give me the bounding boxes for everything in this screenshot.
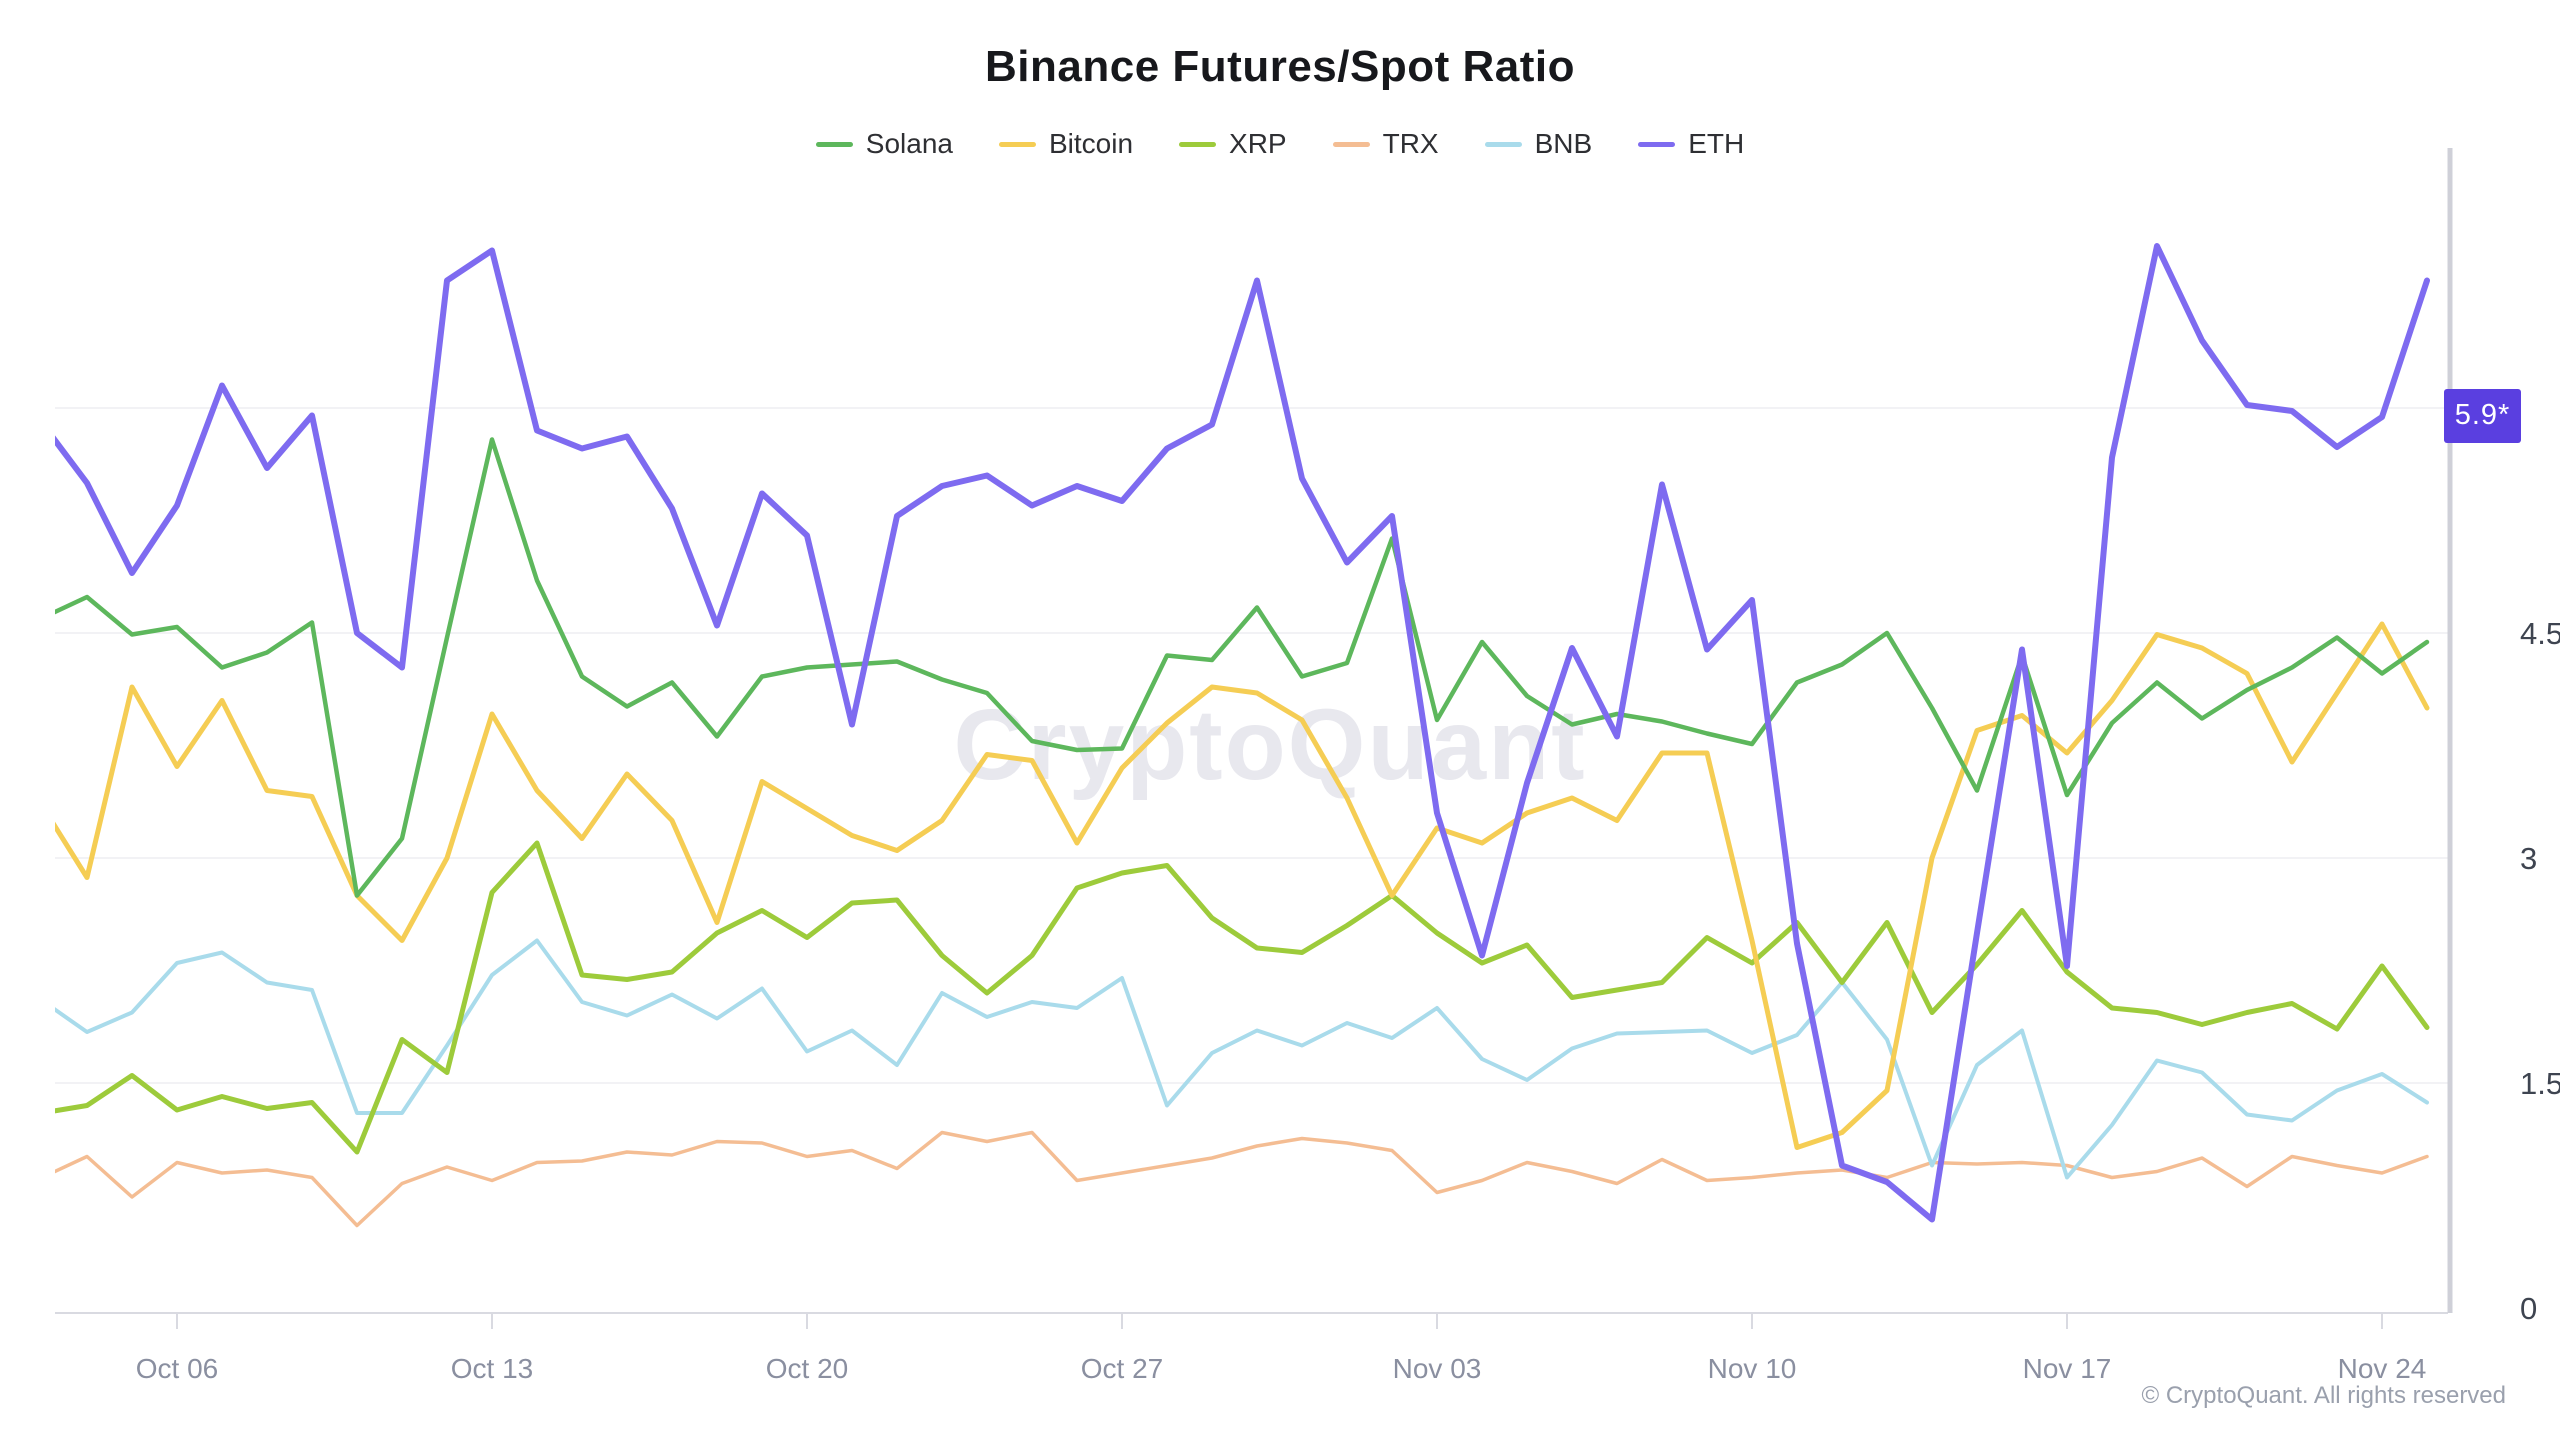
legend-item-eth[interactable]: ETH (1638, 128, 1744, 160)
legend-label: ETH (1688, 128, 1745, 159)
x-axis-label: Oct 13 (451, 1353, 533, 1384)
legend-label: TRX (1382, 128, 1439, 159)
solana-line (55, 437, 2430, 898)
bnb-legend-swatch (1484, 141, 1522, 147)
xrp-line (55, 840, 2430, 1155)
bitcoin-legend-swatch (998, 141, 1036, 147)
x-axis-label: Nov 03 (1393, 1353, 1482, 1384)
x-axis-label: Oct 27 (1081, 1353, 1163, 1384)
legend-label: BNB (1534, 128, 1593, 159)
y-axis-label: 3 (2520, 841, 2537, 876)
eth-legend-swatch (1638, 141, 1676, 147)
legend-label: Solana (865, 128, 953, 159)
legend-label: XRP (1229, 128, 1287, 159)
legend-label: Bitcoin (1048, 128, 1134, 159)
page-title: Binance Futures/Spot Ratio (985, 42, 1575, 91)
xrp-legend-swatch (1179, 141, 1217, 147)
eth-last-value-badge: 5.9* (2444, 388, 2521, 443)
eth-line (55, 243, 2430, 1223)
x-axis-label: Nov 10 (1708, 1353, 1797, 1384)
legend-item-trx[interactable]: TRX (1332, 128, 1439, 160)
legend-item-solana[interactable]: Solana (815, 128, 953, 160)
bitcoin-line (55, 621, 2430, 1150)
legend: Solana Bitcoin XRP TRX BNB ETH (0, 128, 2560, 160)
legend-item-xrp[interactable]: XRP (1179, 128, 1287, 160)
bnb-line (55, 938, 2429, 1180)
legend-item-bnb[interactable]: BNB (1484, 128, 1593, 160)
y-axis-label: 0 (2520, 1291, 2537, 1326)
x-axis-label: Oct 20 (766, 1353, 848, 1384)
x-axis-label: Nov 24 (2338, 1353, 2427, 1384)
solana-legend-swatch (815, 141, 853, 147)
trx-line (55, 1130, 2429, 1228)
copyright-footer: © CryptoQuant. All rights reserved (2141, 1382, 2507, 1409)
legend-item-bitcoin[interactable]: Bitcoin (998, 128, 1134, 160)
y-axis-label: 1.5 (2520, 1066, 2560, 1101)
trx-legend-swatch (1332, 141, 1370, 147)
x-axis-label: Nov 17 (2023, 1353, 2112, 1384)
x-axis-label: Oct 06 (136, 1353, 218, 1384)
y-axis-label: 4.5 (2520, 616, 2560, 651)
